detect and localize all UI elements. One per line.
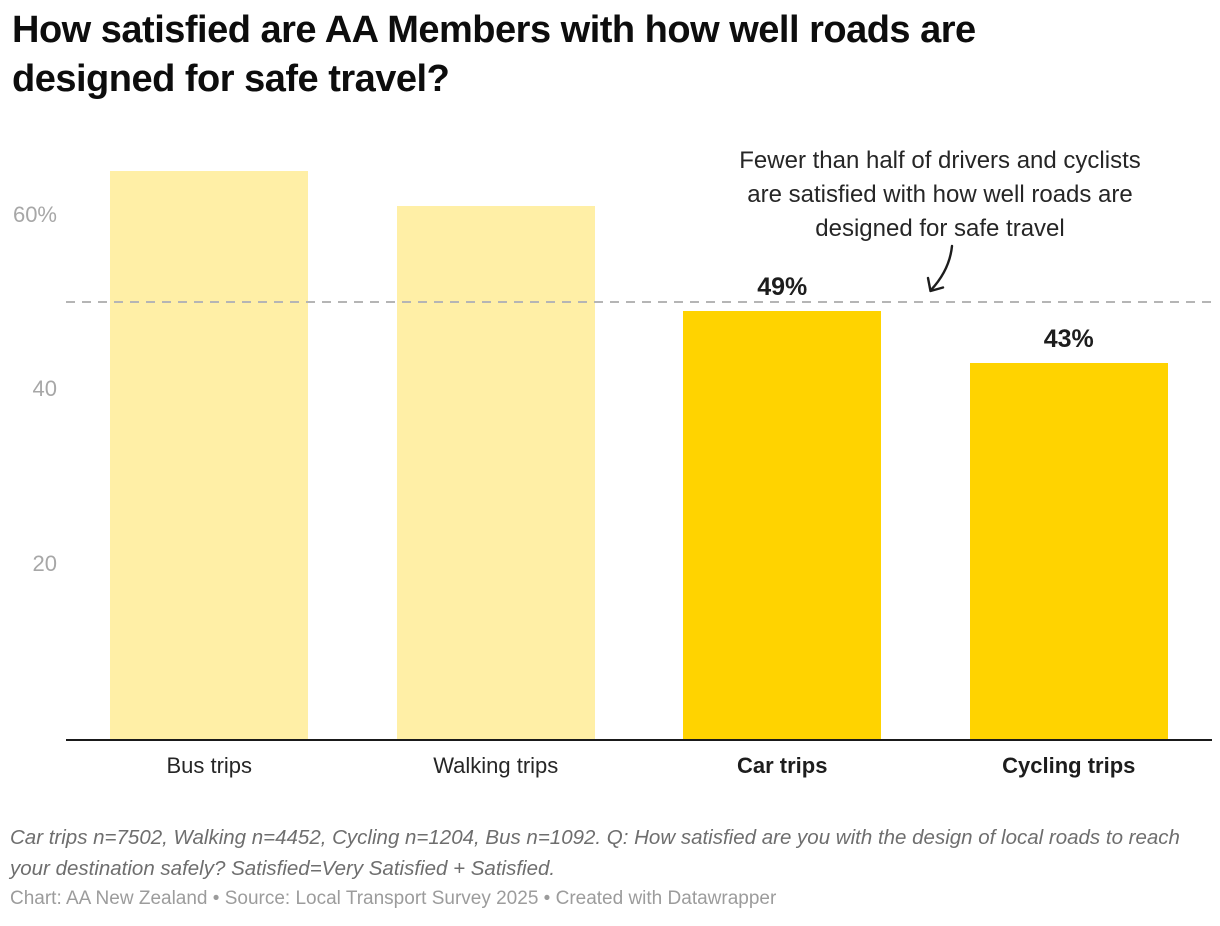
- bar-bus-trips: [110, 170, 309, 739]
- y-axis-tick-label: 60%: [12, 201, 57, 227]
- bar-value-label: 43%: [1043, 325, 1094, 354]
- footnote: Car trips n=7502, Walking n=4452, Cyclin…: [10, 826, 1180, 880]
- bar-value-label: 49%: [757, 272, 808, 301]
- x-axis-baseline: [66, 739, 1212, 741]
- bar-walking-trips: [396, 205, 595, 739]
- x-axis-label: Walking trips: [433, 753, 559, 778]
- reference-line-50-percent: [66, 301, 1212, 303]
- x-axis-label: Car trips: [737, 753, 828, 778]
- chart-title: How satisfied are AA Members with how we…: [12, 9, 976, 100]
- x-axis-label: Cycling trips: [1002, 753, 1136, 778]
- x-axis-label: Bus trips: [166, 753, 253, 778]
- bar-cycling-trips: [969, 363, 1168, 739]
- byline: Chart: AA New Zealand • Source: Local Tr…: [10, 888, 777, 909]
- y-axis-tick-label: 40: [32, 376, 57, 402]
- annotation-arrow-icon: [926, 244, 954, 293]
- bar-car-trips: [683, 310, 882, 739]
- y-axis-tick-label: 20: [32, 551, 57, 577]
- annotation-text: Fewer than half of drivers and cyclists …: [739, 147, 1141, 242]
